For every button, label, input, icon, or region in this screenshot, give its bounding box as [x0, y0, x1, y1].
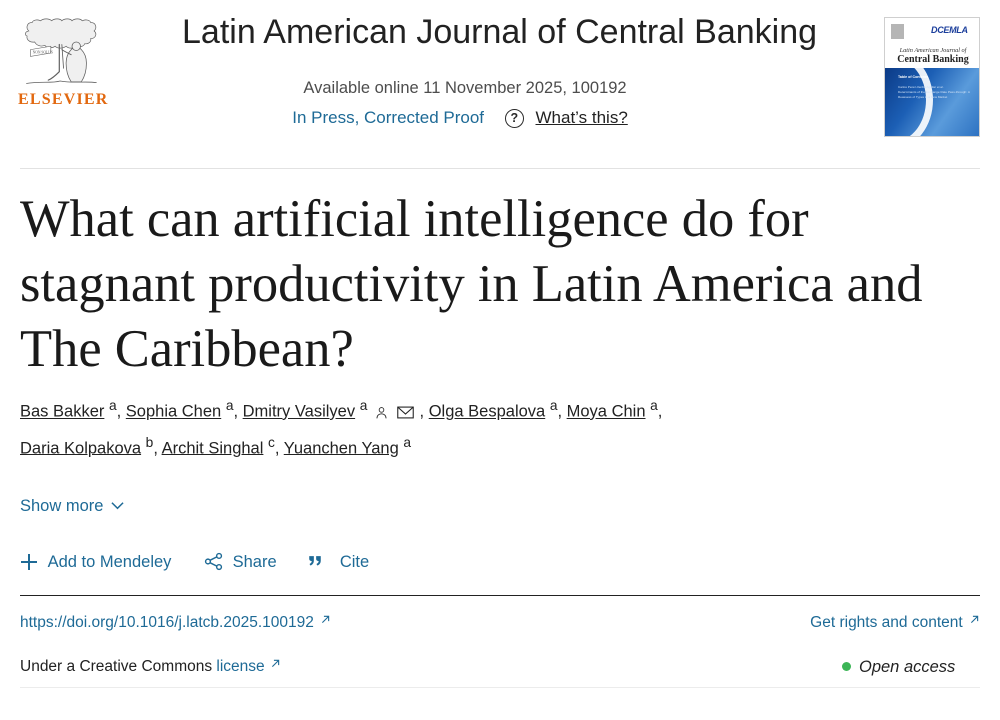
svg-text:NON SOLUS: NON SOLUS: [33, 50, 53, 54]
